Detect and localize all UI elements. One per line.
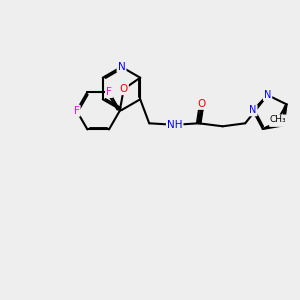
Text: O: O xyxy=(120,84,128,94)
Text: NH: NH xyxy=(167,120,182,130)
Text: N: N xyxy=(249,105,256,115)
Text: F: F xyxy=(74,106,80,116)
Text: N: N xyxy=(118,62,125,72)
Text: CH₃: CH₃ xyxy=(269,116,286,124)
Text: F: F xyxy=(106,87,112,97)
Text: N: N xyxy=(264,90,271,100)
Text: O: O xyxy=(198,99,206,109)
Text: CH₃: CH₃ xyxy=(270,117,287,126)
